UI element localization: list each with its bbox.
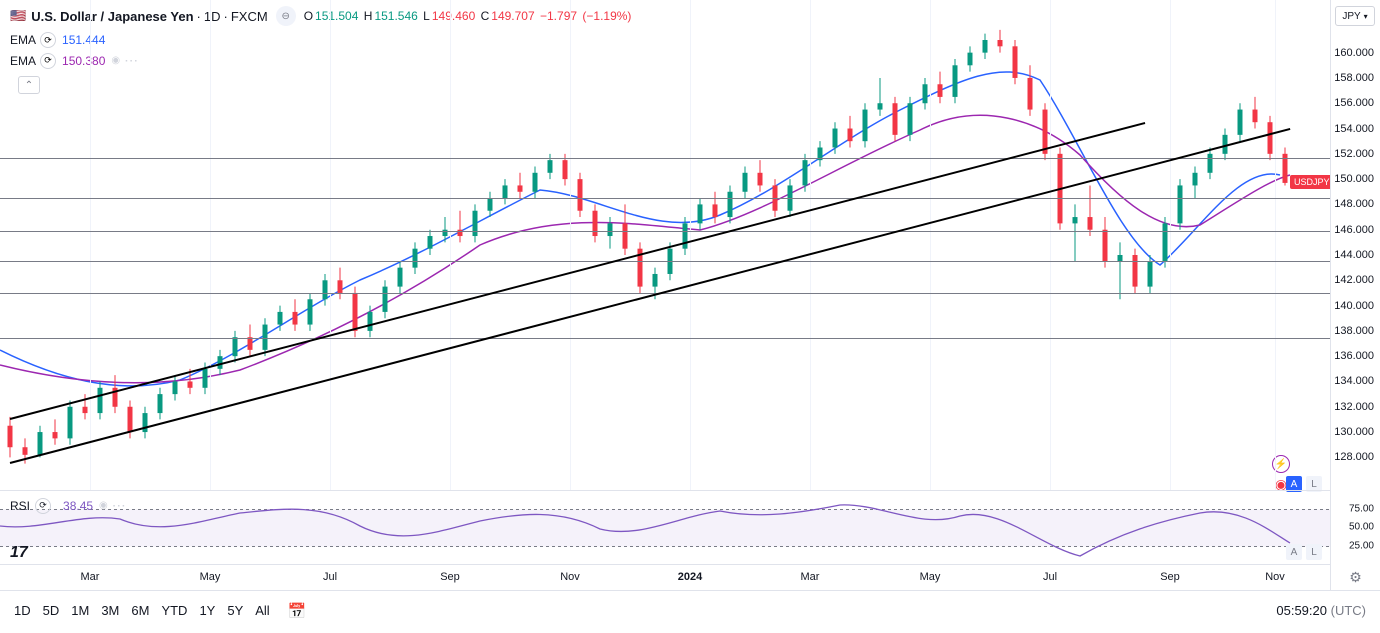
x-tick: Nov (1265, 571, 1285, 583)
gear-icon[interactable]: ⚙ (1349, 569, 1362, 586)
timeframe-ytd[interactable]: YTD (161, 603, 187, 618)
y-tick: 138.000 (1334, 325, 1374, 337)
x-axis[interactable]: Mar May Jul Sep Nov 2024 Mar May Jul Sep Nov (0, 564, 1330, 590)
currency-selector[interactable]: JPY (1335, 6, 1375, 26)
y-tick: 156.000 (1334, 97, 1374, 109)
timeframe-1m[interactable]: 1M (71, 603, 89, 618)
y-tick: 154.000 (1334, 123, 1374, 135)
timeframe-5y[interactable]: 5Y (227, 603, 243, 618)
x-tick: Jul (323, 571, 337, 583)
timeframe-1y[interactable]: 1Y (199, 603, 215, 618)
x-tick: Sep (1160, 571, 1180, 583)
y-tick: 132.000 (1334, 401, 1374, 413)
rsi-y-axis[interactable]: 75.00 50.00 25.00 (1330, 490, 1380, 564)
footer: 1D 5D 1M 3M 6M YTD 1Y 5Y All 📅 05:59:20 (UTC) (0, 590, 1380, 630)
timeframe-selector: 1D 5D 1M 3M 6M YTD 1Y 5Y All (14, 602, 282, 620)
price-chart[interactable]: ⚡ ◉ A L 151.685148.529145.891143.495141.… (0, 0, 1330, 490)
x-tick: May (920, 571, 941, 583)
x-tick: Mar (801, 571, 820, 583)
x-tick: 2024 (678, 571, 702, 583)
calendar-icon[interactable]: 📅 (288, 602, 307, 620)
price-level-line[interactable]: 143.495 (0, 261, 1330, 262)
timeframe-5d[interactable]: 5D (43, 603, 60, 618)
current-price-badge: USDJPY (1290, 175, 1334, 189)
timeframe-1d[interactable]: 1D (14, 603, 31, 618)
y-tick: 146.000 (1334, 224, 1374, 236)
price-level-line[interactable]: 148.529 (0, 198, 1330, 199)
y-axis[interactable]: JPY 160.000 158.000 156.000 154.000 152.000 1… (1330, 0, 1380, 490)
y-tick: 160.000 (1334, 47, 1374, 59)
y-tick: 152.000 (1334, 148, 1374, 160)
refresh-icon[interactable]: ⟳ (35, 498, 51, 514)
timeframe-6m[interactable]: 6M (131, 603, 149, 618)
log-badge[interactable]: L (1306, 544, 1322, 560)
clock: 05:59:20 (UTC) (1276, 603, 1366, 618)
price-level-line[interactable]: 145.891 (0, 231, 1330, 232)
more-icon[interactable]: ⋯ (112, 497, 126, 514)
x-tick: Mar (81, 571, 100, 583)
rsi-label[interactable]: RSI ⟳ 38.45 ◉ ⋯ (10, 497, 126, 514)
price-level-line[interactable]: 151.685 (0, 158, 1330, 159)
x-tick: Jul (1043, 571, 1057, 583)
y-tick: 130.000 (1334, 426, 1374, 438)
rsi-tick: 25.00 (1349, 540, 1374, 551)
y-tick: 158.000 (1334, 72, 1374, 84)
price-level-line[interactable]: 137.422 (0, 338, 1330, 339)
x-axis-settings[interactable]: ⚙ (1330, 564, 1380, 590)
auto-badge[interactable]: A (1286, 544, 1302, 560)
y-tick: 148.000 (1334, 198, 1374, 210)
y-tick: 150.000 (1334, 173, 1374, 185)
y-tick: 142.000 (1334, 274, 1374, 286)
tradingview-logo: 17 (10, 544, 28, 562)
y-tick: 140.000 (1334, 300, 1374, 312)
x-tick: Nov (560, 571, 580, 583)
rsi-panel[interactable]: RSI ⟳ 38.45 ◉ ⋯ A L (0, 490, 1330, 564)
rsi-tick: 50.00 (1349, 522, 1374, 533)
x-tick: Sep (440, 571, 460, 583)
rsi-tick: 75.00 (1349, 503, 1374, 514)
y-tick: 128.000 (1334, 451, 1374, 463)
y-tick: 134.000 (1334, 375, 1374, 387)
x-tick: May (200, 571, 221, 583)
eye-icon[interactable]: ◉ (99, 500, 108, 511)
timeframe-3m[interactable]: 3M (101, 603, 119, 618)
y-tick: 144.000 (1334, 249, 1374, 261)
y-tick: 136.000 (1334, 350, 1374, 362)
timeframe-all[interactable]: All (255, 603, 269, 618)
